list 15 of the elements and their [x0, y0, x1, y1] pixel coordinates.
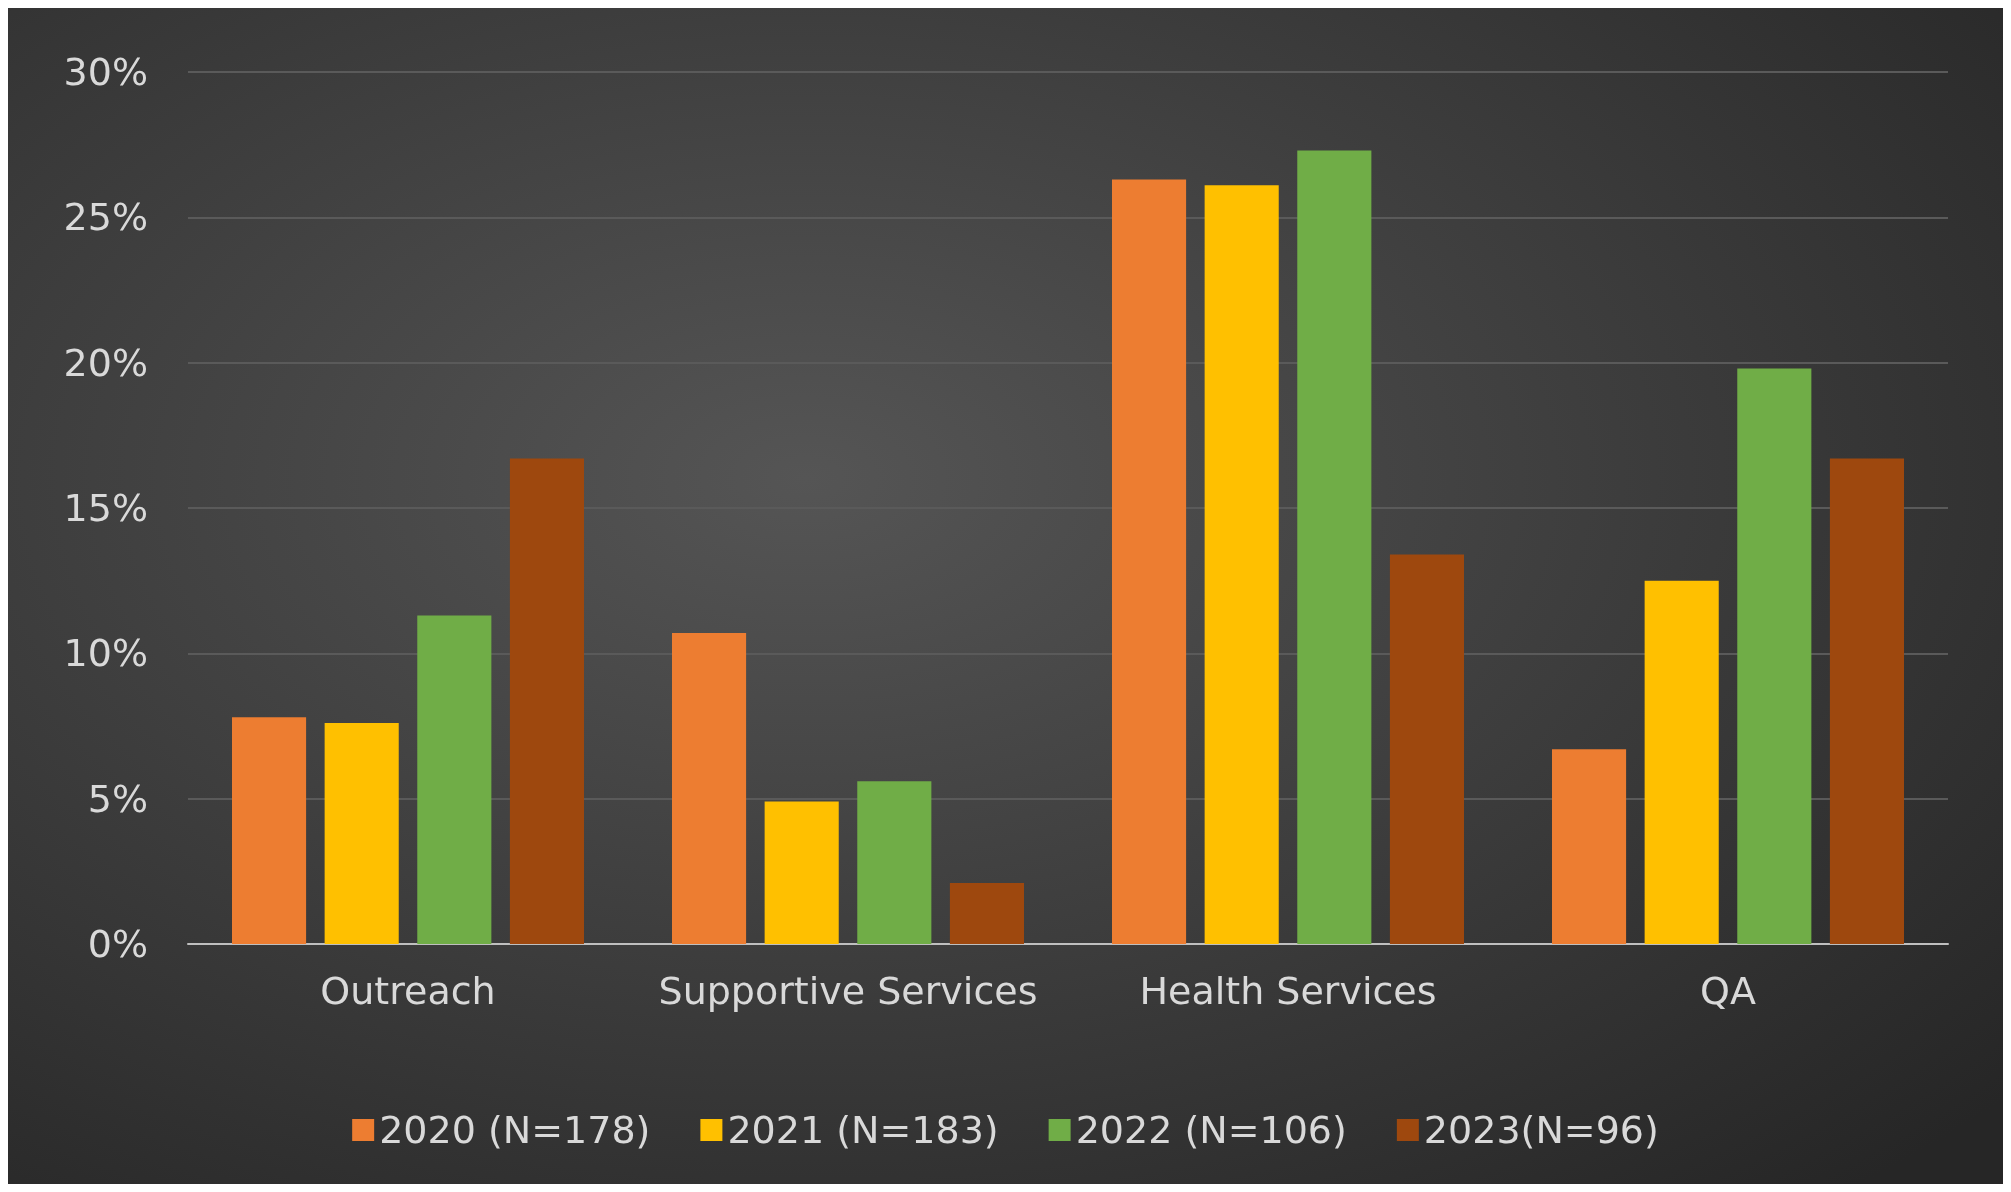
y-tick-label: 15%	[63, 486, 148, 530]
x-tick-label: Health Services	[1139, 969, 1437, 1013]
x-tick-label: Supportive Services	[658, 969, 1038, 1013]
y-tick-label: 20%	[63, 340, 148, 385]
y-tick-label: 0%	[87, 922, 148, 966]
x-tick-label: Outreach	[320, 969, 496, 1013]
y-tick-label: 25%	[63, 195, 148, 240]
y-tick-label: 30%	[63, 50, 148, 94]
legend-label: 2023(N=96)	[1423, 1108, 1659, 1152]
y-tick-label: 5%	[87, 776, 148, 821]
legend-label: 2020 (N=178)	[379, 1108, 651, 1152]
legend-label: 2021 (N=183)	[727, 1108, 999, 1152]
x-tick-label: QA	[1700, 969, 1756, 1013]
legend-label: 2022 (N=106)	[1075, 1108, 1347, 1152]
y-tick-label: 10%	[63, 631, 148, 676]
